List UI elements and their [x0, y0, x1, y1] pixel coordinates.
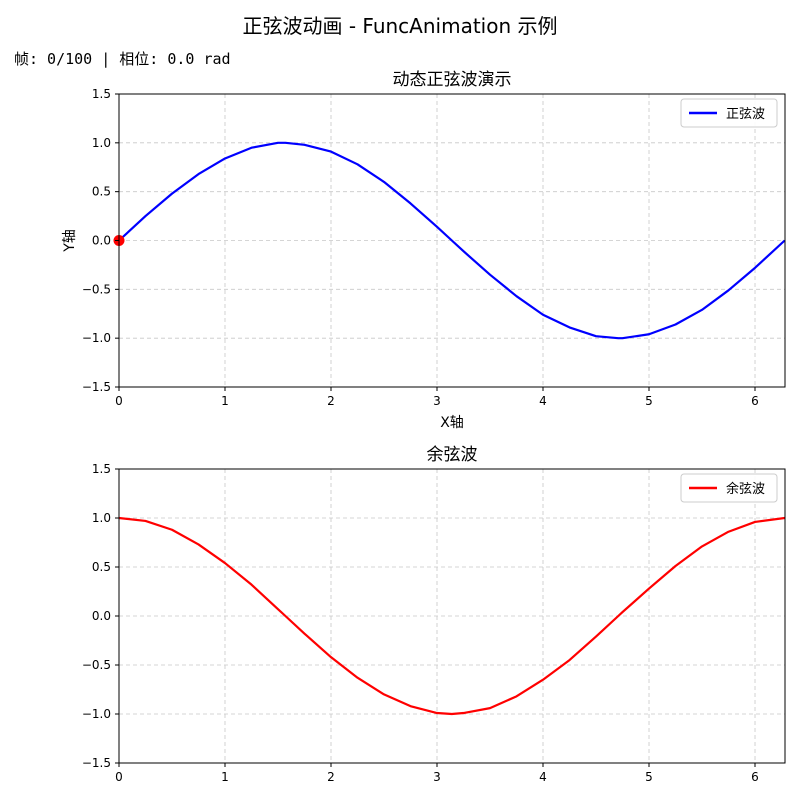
y-tick-label: −1.0	[82, 707, 111, 721]
x-tick-label: 5	[645, 394, 653, 408]
x-tick-label: 2	[327, 770, 335, 784]
y-tick-label: 1.0	[92, 511, 111, 525]
y-tick-label: 0.5	[92, 560, 111, 574]
legend-label: 余弦波	[726, 481, 765, 497]
x-tick-label: 2	[327, 394, 335, 408]
legend-label: 正弦波	[726, 106, 765, 122]
x-tick-label: 1	[221, 394, 229, 408]
y-tick-label: 0.0	[92, 234, 111, 248]
x-tick-label: 4	[539, 770, 547, 784]
x-tick-label: 3	[433, 770, 441, 784]
y-tick-label: 1.5	[92, 87, 111, 101]
legend-box	[680, 473, 778, 503]
subplot-title: 余弦波	[427, 445, 478, 465]
y-tick-label: −1.5	[82, 380, 111, 394]
legend-box	[680, 98, 778, 128]
y-tick-label: 1.5	[92, 462, 111, 476]
x-tick-label: 3	[433, 394, 441, 408]
x-tick-label: 6	[751, 394, 759, 408]
y-tick-label: −0.5	[82, 658, 111, 672]
y-tick-label: −0.5	[82, 282, 111, 296]
x-tick-label: 0	[115, 394, 123, 408]
x-tick-label: 1	[221, 770, 229, 784]
y-tick-label: −1.5	[82, 756, 111, 770]
x-tick-label: 6	[751, 770, 759, 784]
series-line-余弦波	[118, 516, 785, 716]
x-tick-label: 4	[539, 394, 547, 408]
frame-info-text: 帧: 0/100 | 相位: 0.0 rad	[14, 50, 231, 68]
y-tick-label: 0.0	[92, 609, 111, 623]
x-axis-label: X轴	[440, 415, 464, 431]
series-line-正弦波	[118, 141, 786, 340]
figure-title: 正弦波动画 - FuncAnimation 示例	[242, 14, 558, 38]
y-tick-label: −1.0	[82, 331, 111, 345]
x-tick-label: 5	[645, 770, 653, 784]
y-tick-label: 0.5	[92, 185, 111, 199]
x-tick-label: 0	[115, 770, 123, 784]
subplot-title: 动态正弦波演示	[393, 70, 512, 90]
y-axis-label: Y轴	[62, 229, 78, 253]
y-tick-label: 1.0	[92, 136, 111, 150]
